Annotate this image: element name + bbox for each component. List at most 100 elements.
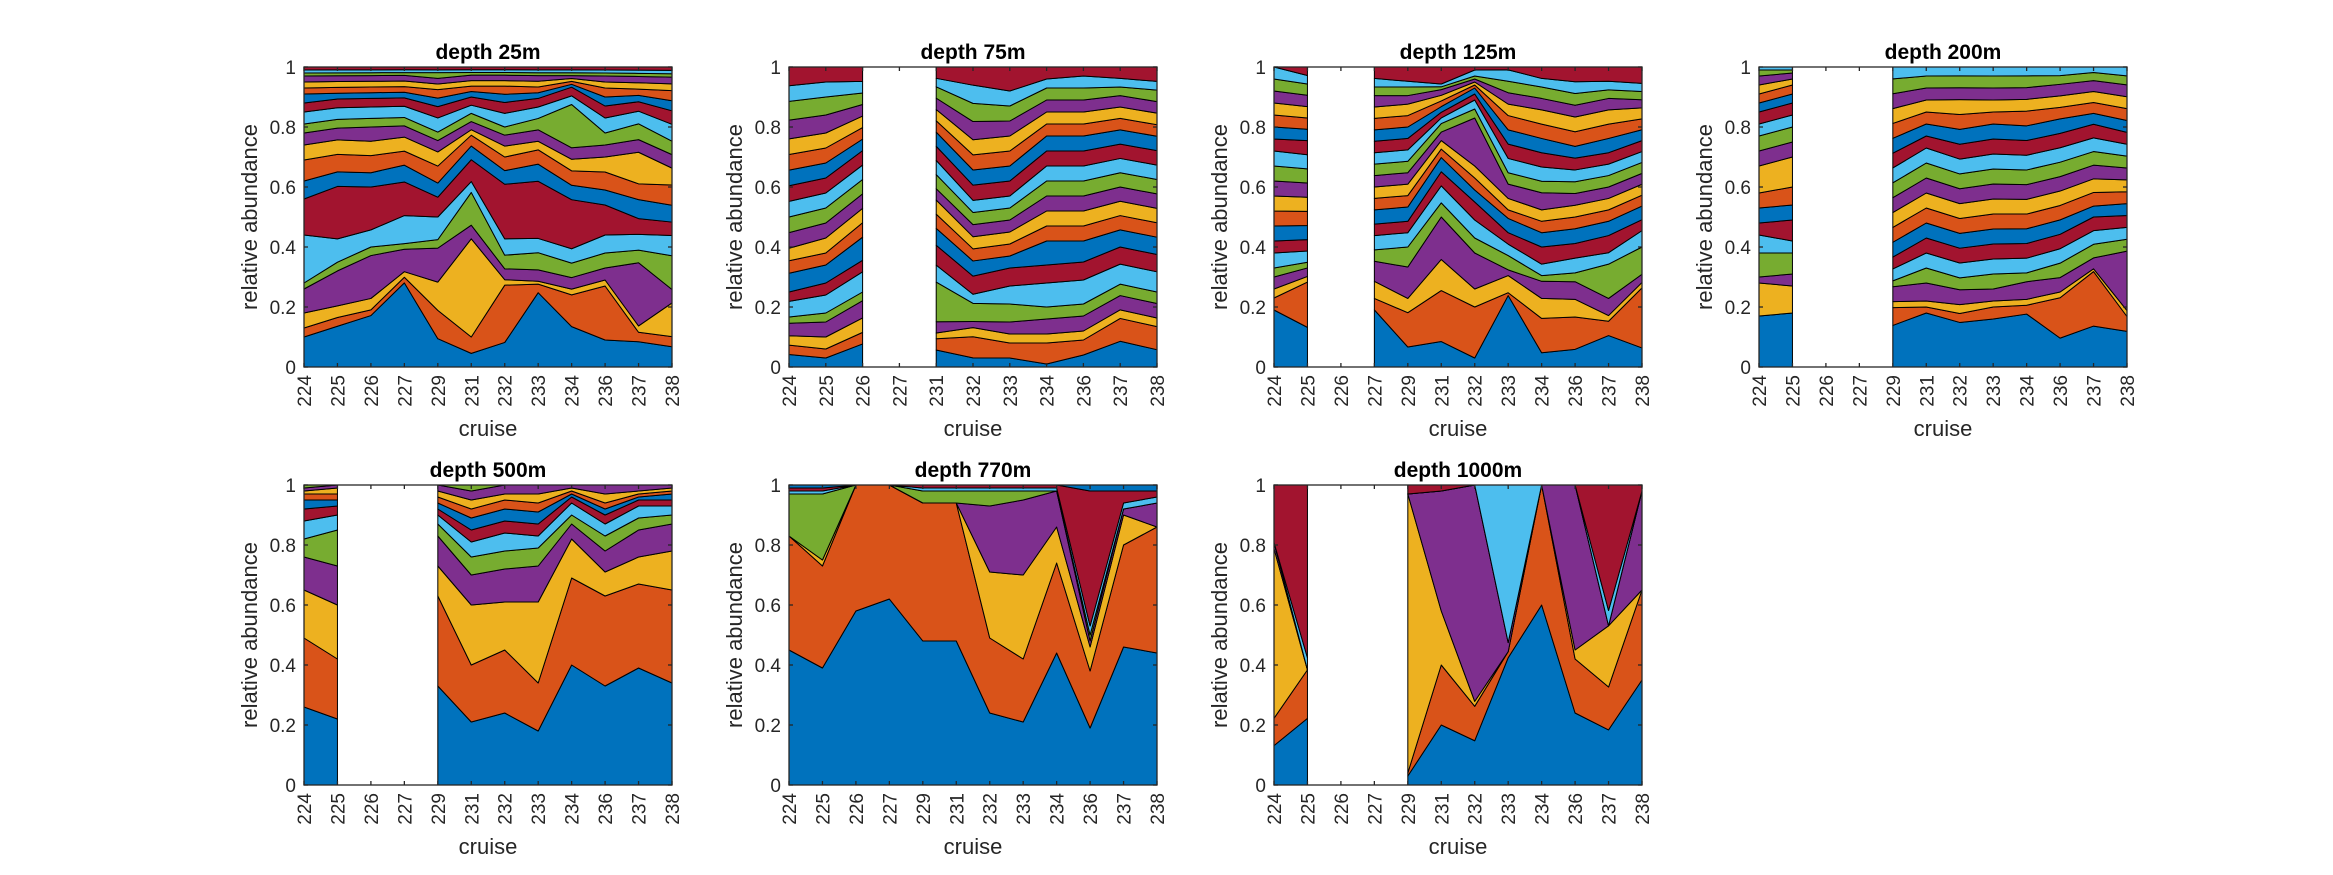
y-tick-label: 1 [285, 58, 296, 79]
x-tick-label: 227 [395, 793, 416, 825]
y-tick-label: 0.6 [270, 596, 296, 617]
area-s1 [303, 706, 338, 786]
x-tick-label: 233 [529, 793, 550, 825]
x-tick-label: 237 [1600, 793, 1621, 825]
x-tick-label: 225 [1783, 375, 1804, 407]
x-tick-label: 234 [563, 793, 584, 825]
y-tick-label: 0 [770, 358, 781, 379]
x-tick-label: 238 [663, 375, 684, 407]
x-tick-label: 234 [1048, 793, 1069, 825]
x-tick-label: 238 [2118, 375, 2139, 407]
x-tick-label: 231 [462, 375, 483, 407]
y-axis-label: relative abundance [722, 124, 747, 310]
y-axis-label: relative abundance [237, 542, 262, 728]
x-tick-label: 225 [1298, 375, 1319, 407]
y-tick-label: 0.4 [1725, 238, 1752, 259]
x-tick-label: 229 [1399, 375, 1420, 407]
y-tick-label: 0.4 [270, 656, 297, 677]
x-tick-label: 231 [462, 793, 483, 825]
x-tick-label: 237 [630, 793, 651, 825]
x-tick-label: 232 [1466, 793, 1487, 825]
y-tick-label: 1 [770, 58, 781, 79]
x-tick-label: 238 [1633, 375, 1654, 407]
x-tick-label: 231 [1432, 793, 1453, 825]
area-s10 [1273, 195, 1308, 212]
x-tick-label: 226 [362, 375, 383, 407]
x-axis-label: cruise [944, 416, 1003, 441]
panel-title: depth 200m [1885, 41, 2002, 64]
x-axis-label: cruise [459, 834, 518, 859]
x-tick-label: 226 [854, 375, 875, 407]
y-tick-label: 0.8 [755, 118, 781, 139]
x-tick-label: 224 [295, 375, 316, 407]
area-s1 [1758, 312, 1793, 368]
y-tick-label: 0.4 [755, 238, 782, 259]
x-tick-label: 231 [947, 793, 968, 825]
y-tick-label: 0.2 [755, 298, 781, 319]
y-tick-label: 0.2 [755, 716, 781, 737]
panel-title: depth 500m [430, 459, 547, 482]
panel-title: depth 1000m [1394, 459, 1522, 482]
x-tick-label: 229 [429, 793, 450, 825]
x-tick-label: 238 [663, 793, 684, 825]
x-tick-label: 227 [1365, 375, 1386, 407]
x-tick-label: 237 [630, 375, 651, 407]
y-axis-label: relative abundance [722, 542, 747, 728]
y-tick-label: 0 [1740, 358, 1751, 379]
area-s11 [1273, 180, 1308, 198]
x-tick-label: 227 [890, 375, 911, 407]
area-s3 [1758, 282, 1793, 317]
x-tick-label: 229 [914, 793, 935, 825]
chart-panel-1: 0 0.2 0.4 0.6 0.8 1 224 225 226 227 229 231 232 233 23… [237, 41, 684, 441]
x-tick-label: 234 [1038, 375, 1059, 407]
y-tick-label: 0.8 [1240, 118, 1266, 139]
x-tick-label: 234 [2018, 375, 2039, 407]
panel-title: depth 770m [915, 459, 1032, 482]
y-tick-label: 0.2 [1725, 298, 1751, 319]
x-tick-label: 237 [1600, 375, 1621, 407]
area-s9 [303, 493, 338, 501]
x-tick-label: 233 [1984, 375, 2005, 407]
x-tick-label: 237 [1115, 793, 1136, 825]
x-tick-label: 234 [1533, 793, 1554, 825]
chart-panel-6: 0 0.2 0.4 0.6 0.8 1 224 225 226 227 229 231 232 233 23… [722, 459, 1169, 859]
panel-title: depth 75m [920, 41, 1025, 64]
x-tick-label: 225 [328, 375, 349, 407]
x-tick-label: 225 [817, 375, 838, 407]
x-tick-label: 232 [496, 375, 517, 407]
y-tick-label: 1 [1255, 58, 1266, 79]
x-axis-label: cruise [459, 416, 518, 441]
x-tick-label: 236 [1566, 375, 1587, 407]
y-tick-label: 1 [285, 476, 296, 497]
y-tick-label: 0 [770, 776, 781, 797]
x-tick-label: 224 [1265, 793, 1286, 825]
y-tick-label: 0.2 [1240, 716, 1266, 737]
x-tick-label: 232 [1466, 375, 1487, 407]
x-tick-label: 227 [1365, 793, 1386, 825]
x-tick-label: 236 [1081, 793, 1102, 825]
axes-box [303, 484, 673, 786]
y-axis-label: relative abundance [1207, 124, 1232, 310]
chart-panel-5: 0 0.2 0.4 0.6 0.8 1 224 225 226 227 229 231 232 233 23… [237, 459, 684, 859]
y-tick-label: 1 [1255, 476, 1266, 497]
axes-box [1758, 66, 2128, 368]
axes-box [1273, 66, 1643, 368]
x-axis-label: cruise [944, 834, 1003, 859]
y-tick-label: 0.6 [1725, 178, 1751, 199]
x-tick-label: 224 [295, 793, 316, 825]
x-tick-label: 233 [1499, 375, 1520, 407]
y-tick-label: 0.6 [1240, 596, 1266, 617]
y-tick-label: 0.8 [270, 536, 296, 557]
x-axis-label: cruise [1429, 416, 1488, 441]
x-tick-label: 236 [2051, 375, 2072, 407]
x-tick-label: 224 [780, 793, 801, 825]
x-tick-label: 226 [847, 793, 868, 825]
y-tick-label: 0.4 [270, 238, 297, 259]
area-s9 [1273, 210, 1308, 227]
chart-panel-4: 0 0.2 0.4 0.6 0.8 1 224 225 226 227 229 231 232 233 23… [1692, 41, 2139, 441]
x-axis-label: cruise [1429, 834, 1488, 859]
x-tick-label: 227 [1850, 375, 1871, 407]
x-tick-label: 226 [1332, 793, 1353, 825]
x-tick-label: 237 [1111, 375, 1132, 407]
